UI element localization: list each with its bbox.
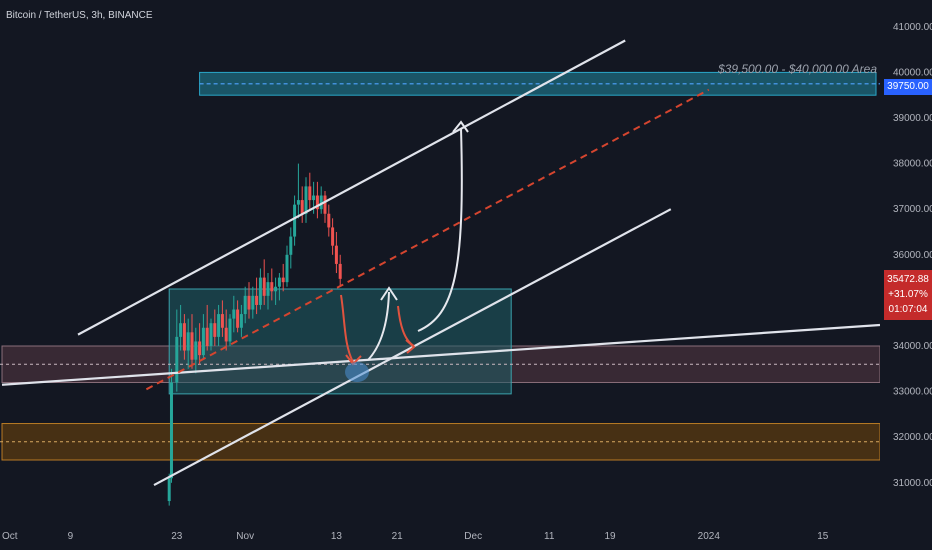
candle <box>169 382 173 479</box>
candle <box>239 314 243 328</box>
projection-arrows <box>340 120 469 382</box>
time-axis-tick: Nov <box>236 531 254 542</box>
candle <box>262 277 266 296</box>
candle <box>209 323 213 346</box>
candle <box>194 341 198 360</box>
price-axis-tick: 31000.00 <box>893 478 932 489</box>
candle <box>289 236 293 255</box>
candle <box>338 263 342 279</box>
white-up-arrow-small <box>367 291 390 361</box>
channel-mid-line <box>145 88 710 391</box>
candle <box>300 200 304 214</box>
long-trend-line <box>1 323 881 386</box>
candle <box>323 195 327 214</box>
price-axis-tick: 38000.00 <box>893 159 932 170</box>
candle <box>213 323 217 337</box>
target-price-tag: 39750.00 <box>884 79 932 95</box>
candle <box>247 295 251 310</box>
price-axis-tick: 39000.00 <box>893 113 932 124</box>
candle <box>182 323 186 351</box>
candle <box>179 323 183 337</box>
price-axis-tick: 37000.00 <box>893 204 932 215</box>
time-axis-tick: Dec <box>464 531 482 542</box>
time-axis-tick: 9 <box>68 531 74 542</box>
price-axis-tick: 40000.00 <box>893 67 932 78</box>
candle <box>327 213 331 228</box>
symbol-title: Bitcoin / TetherUS, 3h, BINANCE <box>6 10 153 21</box>
current-price-change: +31.07% <box>888 289 928 300</box>
target-zone-label: $39,500.00 - $40,000.00 Area <box>717 62 877 76</box>
target-price-value: 39750.00 <box>887 81 929 92</box>
candle <box>270 282 274 292</box>
candle <box>315 195 319 210</box>
candle <box>236 309 240 328</box>
white-up-arrow-small-head <box>380 286 398 301</box>
red-drop-arrow-2-head <box>405 339 416 354</box>
candle <box>228 318 232 342</box>
candle <box>251 295 255 310</box>
candle <box>281 277 285 283</box>
price-axis-tick: 41000.00 <box>893 22 932 33</box>
candle <box>224 327 228 342</box>
zone-3 <box>168 288 512 395</box>
candle <box>258 277 262 305</box>
candle <box>266 282 270 296</box>
current-price-value: 35472.88 <box>887 274 929 285</box>
candle <box>175 336 179 383</box>
channel-top-line <box>77 39 626 336</box>
price-axis-tick: 34000.00 <box>893 341 932 352</box>
candle <box>285 254 289 283</box>
price-axis-tick: 36000.00 <box>893 250 932 261</box>
candle <box>293 204 297 237</box>
bounce-marker <box>345 362 369 382</box>
candle <box>296 200 300 205</box>
candle <box>331 227 335 246</box>
candle-series <box>167 163 342 506</box>
candle <box>308 186 312 201</box>
candle <box>232 309 236 319</box>
candle <box>277 277 281 287</box>
candle <box>198 341 202 356</box>
price-axis-tick: 33000.00 <box>893 387 932 398</box>
white-up-arrow-large-head <box>452 120 469 133</box>
current-price-tag: 35472.88 +31.07% 01:07:04 <box>884 270 932 320</box>
time-axis-tick: 13 <box>331 531 343 542</box>
candle <box>319 195 323 210</box>
candle <box>186 332 190 351</box>
candle <box>255 295 259 305</box>
candle <box>167 478 171 502</box>
candle <box>334 245 338 264</box>
time-axis-tick: 15 <box>817 531 829 542</box>
time-axis-tick: 2024 <box>698 531 721 542</box>
candle <box>243 295 247 315</box>
price-axis-tick: 32000.00 <box>893 432 932 443</box>
candle <box>190 332 194 360</box>
candle <box>312 195 316 201</box>
time-axis-tick: 19 <box>604 531 616 542</box>
candle <box>201 327 205 356</box>
white-up-arrow-large <box>417 127 463 332</box>
time-axis-tick: 11 <box>544 531 555 542</box>
time-axis-tick: Oct <box>2 531 18 542</box>
red-drop-arrow-1 <box>340 294 354 363</box>
candle <box>304 186 308 214</box>
time-axis-bg <box>0 527 932 550</box>
time-axis-tick: 23 <box>171 531 183 542</box>
candle <box>220 314 224 328</box>
time-axis-tick: 21 <box>392 531 404 542</box>
candle <box>274 286 278 292</box>
candle <box>217 314 221 337</box>
current-candle-timer: 01:07:04 <box>888 304 928 315</box>
candle <box>205 327 209 346</box>
